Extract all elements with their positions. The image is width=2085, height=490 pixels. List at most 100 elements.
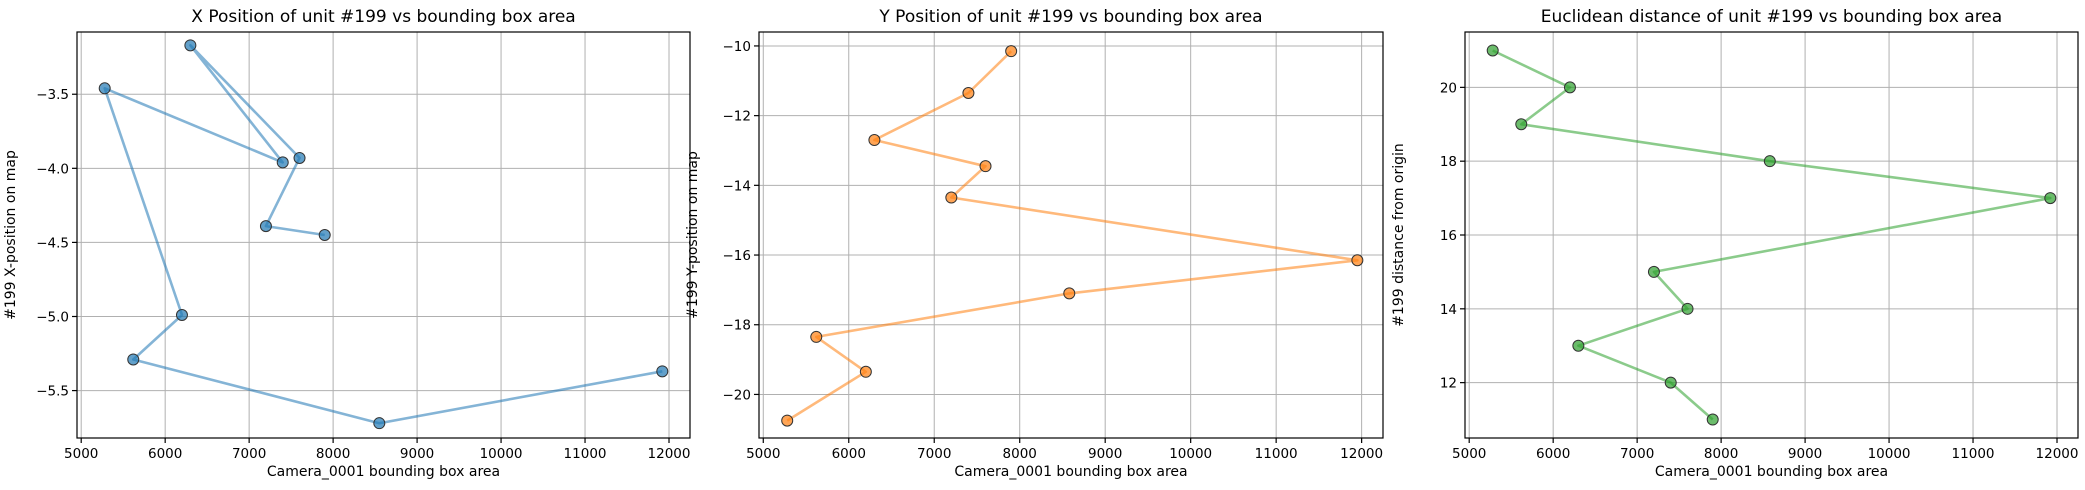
data-point [1515,118,1528,131]
x-tick-label: 7000 [232,446,266,462]
data-point [1563,81,1576,94]
y-axis-label: #199 distance from origin [1391,143,1407,327]
x-tick-label: 8000 [316,446,350,462]
x-axis: 5000 6000 7000 8000 9000 10000 11000 12000 [746,438,1383,462]
y-tick-label: −18 [723,318,752,334]
x-tick-label: 7000 [917,446,951,462]
y-tick-label: −16 [723,248,752,264]
x-tick-label: 12000 [648,446,691,462]
x-axis-label: Camera_0001 bounding box area [954,464,1187,480]
y-axis: −3.5 −4.0 −4.5 −5.0 −5.5 [36,87,77,400]
chart-y-position: Y Position of unit #199 vs bounding box … [685,7,1384,480]
x-tick-label: 6000 [1536,446,1570,462]
series-line [1492,49,2052,421]
series-line [786,50,1359,422]
data-point [2044,192,2057,205]
data-point [979,160,992,173]
data-point [1572,339,1585,352]
y-tick-label: −12 [723,109,752,125]
data-point [1486,44,1499,57]
x-tick-label: 11000 [1952,446,1995,462]
y-tick-label: −5.5 [36,384,69,400]
x-tick-label: 10000 [1868,446,1911,462]
chart-title: Euclidean distance of unit #199 vs bound… [1541,7,2002,27]
y-axis: 12 14 16 18 20 [1440,80,1465,392]
data-point [1005,45,1018,58]
data-point [1681,302,1694,315]
data-points [1486,44,2057,426]
data-point [318,229,331,241]
x-axis-label: Camera_0001 bounding box area [1655,464,1888,480]
y-tick-label: 20 [1440,80,1457,96]
y-axis-label: #199 Y-position on map [685,151,701,319]
chart-title: Y Position of unit #199 vs bounding box … [878,7,1262,27]
data-point [810,330,823,343]
y-axis: −10 −12 −14 −16 −18 −20 [723,39,759,403]
y-tick-label: −3.5 [36,87,69,103]
series-line [103,43,663,425]
x-tick-label: 9000 [400,446,434,462]
x-tick-label: 11000 [564,446,607,462]
y-tick-label: −14 [723,178,752,194]
gridlines [77,32,690,438]
data-point [127,353,140,366]
x-tick-label: 9000 [1088,446,1122,462]
y-tick-label: −10 [723,39,752,55]
x-axis: 5000 6000 7000 8000 9000 10000 11000 12000 [1452,438,2078,462]
data-point [859,365,872,378]
y-tick-label: −5.0 [36,309,69,325]
x-tick-label: 6000 [832,446,866,462]
x-tick-label: 9000 [1788,446,1822,462]
plot-frame [76,31,691,439]
y-axis-label: #199 X-position on map [3,150,19,320]
data-point [1647,265,1660,278]
data-point [276,156,289,169]
data-point [1063,287,1076,300]
data-point [1763,155,1776,168]
data-point [962,86,975,99]
data-point [656,365,669,378]
x-tick-label: 6000 [148,446,182,462]
data-point [1664,376,1677,389]
x-tick-label: 5000 [64,446,98,462]
y-tick-label: 16 [1440,228,1457,244]
chart-euclidean-distance: Euclidean distance of unit #199 vs bound… [1391,7,2079,480]
data-point [98,82,111,95]
plot-frame [758,31,1384,439]
y-tick-label: −4.5 [36,235,69,251]
x-tick-label: 12000 [2036,446,2079,462]
chart-x-position: X Position of unit #199 vs bounding box … [3,7,691,480]
x-tick-label: 8000 [1003,446,1037,462]
y-tick-label: −4.0 [36,161,69,177]
gridlines [759,32,1383,438]
x-tick-label: 12000 [1340,446,1383,462]
x-tick-label: 5000 [1452,446,1486,462]
data-point [1706,413,1719,426]
chart-title: X Position of unit #199 vs bounding box … [191,7,575,27]
x-tick-label: 5000 [746,446,780,462]
gridlines [1465,32,2078,438]
data-point [373,417,386,430]
data-point [868,134,881,147]
y-tick-label: 14 [1440,302,1457,318]
data-points [98,39,669,430]
data-point [175,309,188,322]
x-axis: 5000 6000 7000 8000 9000 10000 11000 12000 [64,438,690,462]
x-tick-label: 8000 [1704,446,1738,462]
x-tick-label: 10000 [480,446,523,462]
data-point [1351,254,1364,267]
data-point [259,220,272,233]
data-point [781,414,794,427]
x-tick-label: 10000 [1169,446,1212,462]
y-tick-label: 18 [1440,154,1457,170]
x-tick-label: 7000 [1620,446,1654,462]
data-point [293,151,306,164]
data-points [781,45,1364,427]
y-tick-label: −20 [723,387,752,403]
data-point [184,39,197,52]
x-axis-label: Camera_0001 bounding box area [267,464,500,480]
x-tick-label: 11000 [1255,446,1298,462]
data-point [945,191,958,204]
y-tick-label: 12 [1440,376,1457,392]
